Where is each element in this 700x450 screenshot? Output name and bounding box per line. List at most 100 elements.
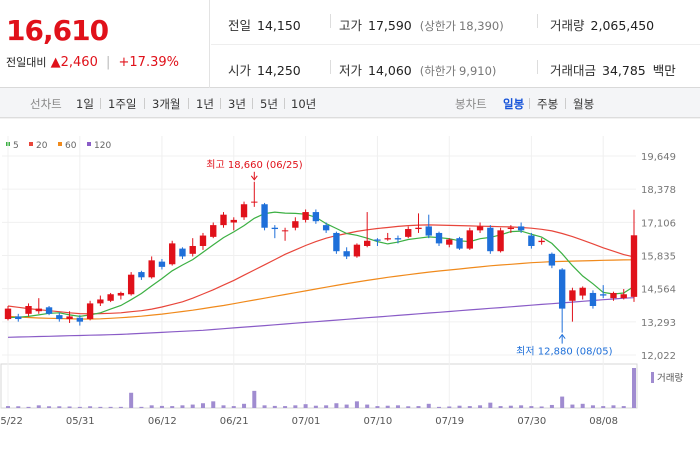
volume-bar xyxy=(416,406,421,408)
candle-body xyxy=(333,232,340,252)
x-tick-label: 07/30 xyxy=(517,416,546,427)
candle-body xyxy=(405,229,412,237)
volume-bar xyxy=(118,406,123,408)
volume-bar xyxy=(478,405,483,408)
max-arrowhead-icon xyxy=(250,175,258,181)
candle-body xyxy=(117,292,125,296)
volume-bar xyxy=(632,368,636,408)
candle-body xyxy=(199,235,207,246)
candle-body xyxy=(579,287,586,296)
volume-bar xyxy=(77,406,82,408)
change-row: 전일대비 ▲2,460 | +17.39% xyxy=(6,54,179,70)
volume-bar xyxy=(498,406,503,408)
volume-bar xyxy=(242,403,247,408)
volume-bar xyxy=(344,404,349,408)
prev-close-value: 14,150 xyxy=(257,18,301,33)
stat-trade-value: 거래대금 34,785 백만 xyxy=(550,60,676,79)
volume-bar xyxy=(149,405,154,408)
volume-legend-label: 거래량 xyxy=(657,372,683,384)
divider xyxy=(284,98,285,109)
candle-weekly-button[interactable]: 주봉 xyxy=(537,97,559,111)
volume-bar xyxy=(611,405,616,408)
y-tick-label: 17,106 xyxy=(641,218,676,229)
candle-body xyxy=(271,227,279,230)
candle-body xyxy=(415,227,422,230)
divider xyxy=(537,14,538,28)
candle-body xyxy=(230,219,237,223)
volume-bar xyxy=(36,405,41,408)
period-1y-button[interactable]: 1년 xyxy=(196,97,214,111)
x-tick-label: 07/10 xyxy=(363,416,392,427)
ma20-line xyxy=(7,224,635,315)
x-tick-label: 05/22 xyxy=(0,416,23,427)
volume-bar xyxy=(88,406,93,408)
candle-body xyxy=(189,245,196,254)
candle-body xyxy=(312,212,320,222)
candle-body xyxy=(107,294,114,301)
volume-bar xyxy=(6,406,10,408)
candle-body xyxy=(66,316,73,320)
volume-bar xyxy=(170,406,175,408)
ma120-line xyxy=(7,297,635,338)
volume-bar xyxy=(108,406,113,408)
open-value: 14,250 xyxy=(257,63,301,78)
candle-body xyxy=(466,230,473,249)
stat-open: 시가 14,250 xyxy=(228,60,301,79)
divider xyxy=(211,44,700,45)
trade-value-unit: 백만 xyxy=(652,63,676,78)
candle-body xyxy=(384,238,391,240)
volume-bar xyxy=(549,404,554,408)
divider xyxy=(330,60,331,74)
candle-body xyxy=(487,227,494,252)
stat-high: 고가 17,590 (상한가 18,390) xyxy=(339,15,504,34)
legend-swatch-20 xyxy=(29,142,33,146)
candle-monthly-button[interactable]: 월봉 xyxy=(573,97,595,111)
volume-bar xyxy=(303,404,308,408)
candle-body xyxy=(25,306,32,314)
volume-bar xyxy=(365,404,370,408)
volume-bar xyxy=(200,403,205,408)
candle-body xyxy=(35,308,42,312)
divider xyxy=(100,98,101,109)
candle-body xyxy=(261,204,268,228)
price-summary: 16,610 전일대비 ▲2,460 | +17.39% xyxy=(0,0,210,88)
candle-body xyxy=(476,226,484,231)
volume-bar xyxy=(180,405,185,408)
candle-body xyxy=(548,253,556,266)
divider xyxy=(330,14,331,28)
stat-prev-close: 전일 14,150 xyxy=(228,15,301,34)
y-tick-label: 19,649 xyxy=(641,152,676,163)
volume-bar xyxy=(324,405,329,408)
period-1d-button[interactable]: 1일 xyxy=(76,97,94,111)
candlestick-chart-svg: 5 20 60 120 19,649 18,378 17,106 15,835 14,564 13… xyxy=(0,117,700,427)
period-3y-button[interactable]: 3년 xyxy=(228,97,246,111)
period-3m-button[interactable]: 3개월 xyxy=(152,97,181,111)
volume-bar xyxy=(221,405,226,408)
volume-bar xyxy=(570,404,575,408)
candle-body xyxy=(302,212,309,220)
x-tick-label: 08/08 xyxy=(589,416,618,427)
candle-daily-button[interactable]: 일봉 xyxy=(503,97,525,111)
candle-body xyxy=(374,239,381,241)
divider xyxy=(252,98,253,109)
ma60-line xyxy=(7,259,635,320)
candle-body xyxy=(620,294,627,299)
candle-body xyxy=(630,235,638,297)
divider xyxy=(188,98,189,109)
period-5y-button[interactable]: 5년 xyxy=(260,97,278,111)
candle-body xyxy=(179,248,186,257)
candle-body xyxy=(425,226,432,236)
volume-bar xyxy=(467,406,472,408)
candle-body xyxy=(15,316,22,320)
change-percent: +17.39% xyxy=(118,55,179,70)
period-1w-button[interactable]: 1주일 xyxy=(108,97,137,111)
high-value: 17,590 xyxy=(368,18,412,33)
ma5-line xyxy=(7,211,635,319)
volume-bar xyxy=(139,406,144,408)
period-10y-button[interactable]: 10년 xyxy=(291,97,317,111)
x-tick-label: 07/01 xyxy=(292,416,321,427)
lower-limit-value: 9,910) xyxy=(458,64,497,78)
volume-bar xyxy=(252,390,257,408)
volume-label: 거래량 xyxy=(550,18,585,33)
candle-body xyxy=(507,227,515,230)
